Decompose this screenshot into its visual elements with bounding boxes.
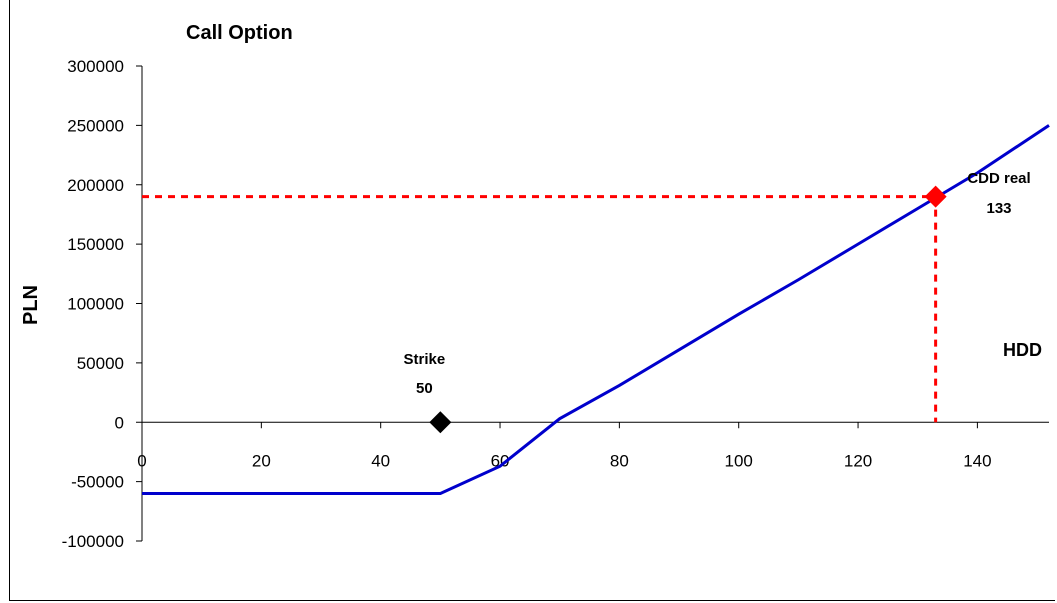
payoff-line — [142, 124, 1050, 495]
y-tick-label: 100000 — [67, 295, 124, 314]
x-axis-label: HDD — [1003, 340, 1042, 360]
y-tick-label: -50000 — [71, 473, 124, 492]
y-tick-label: 0 — [115, 413, 124, 432]
x-tick-label: 60 — [491, 451, 510, 470]
strike-marker — [429, 411, 452, 434]
y-tick-label: -100000 — [62, 532, 124, 551]
chart-title: Call Option — [186, 22, 293, 44]
strike-label-line1: Strike — [404, 351, 446, 368]
x-tick-label: 0 — [137, 451, 146, 470]
x-tick-label: 120 — [844, 451, 872, 470]
strike-label-line2: 50 — [416, 380, 433, 397]
cdd-real-marker — [924, 185, 947, 208]
x-tick-label: 100 — [725, 451, 753, 470]
y-tick-label: 300000 — [67, 57, 124, 76]
y-axis-label: PLN — [20, 285, 42, 325]
y-tick-label: 50000 — [77, 354, 124, 373]
cdd-label-line2: 133 — [986, 200, 1011, 217]
x-tick-label: 20 — [252, 451, 271, 470]
x-tick-label: 40 — [371, 451, 390, 470]
y-tick-label: 200000 — [67, 176, 124, 195]
chart-frame — [9, 0, 1055, 601]
x-tick-label: 80 — [610, 451, 629, 470]
y-tick-label: 150000 — [67, 235, 124, 254]
cdd-label-line1: CDD real — [967, 170, 1030, 187]
y-tick-label: 250000 — [67, 116, 124, 135]
x-tick-label: 140 — [963, 451, 991, 470]
